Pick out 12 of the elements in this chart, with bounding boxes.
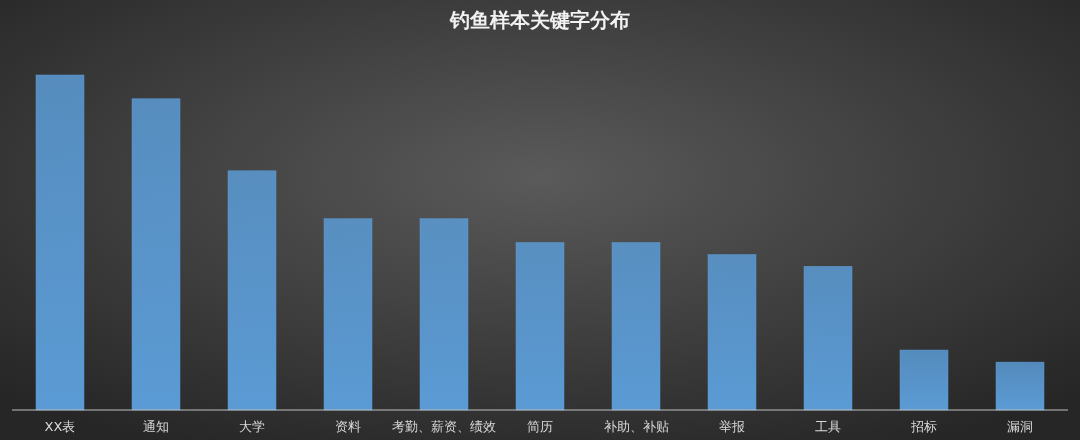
x-tick-label: 通知 [143, 419, 169, 434]
x-tick-label: 工具 [815, 419, 841, 434]
x-tick-label: 大学 [239, 419, 265, 434]
chart-title: 钓鱼样本关键字分布 [449, 8, 630, 32]
x-tick-label: 资料 [335, 419, 361, 434]
x-tick-label: 补助、补贴 [603, 419, 669, 434]
x-tick-label: 举报 [719, 419, 745, 434]
x-tick-label: 简历 [527, 419, 553, 434]
x-tick-label: 招标 [910, 419, 937, 434]
x-tick-label: 漏洞 [1007, 419, 1033, 434]
x-tick-label: XX表 [44, 419, 76, 434]
x-tick-label: 考勤、薪资、绩效 [392, 419, 496, 434]
